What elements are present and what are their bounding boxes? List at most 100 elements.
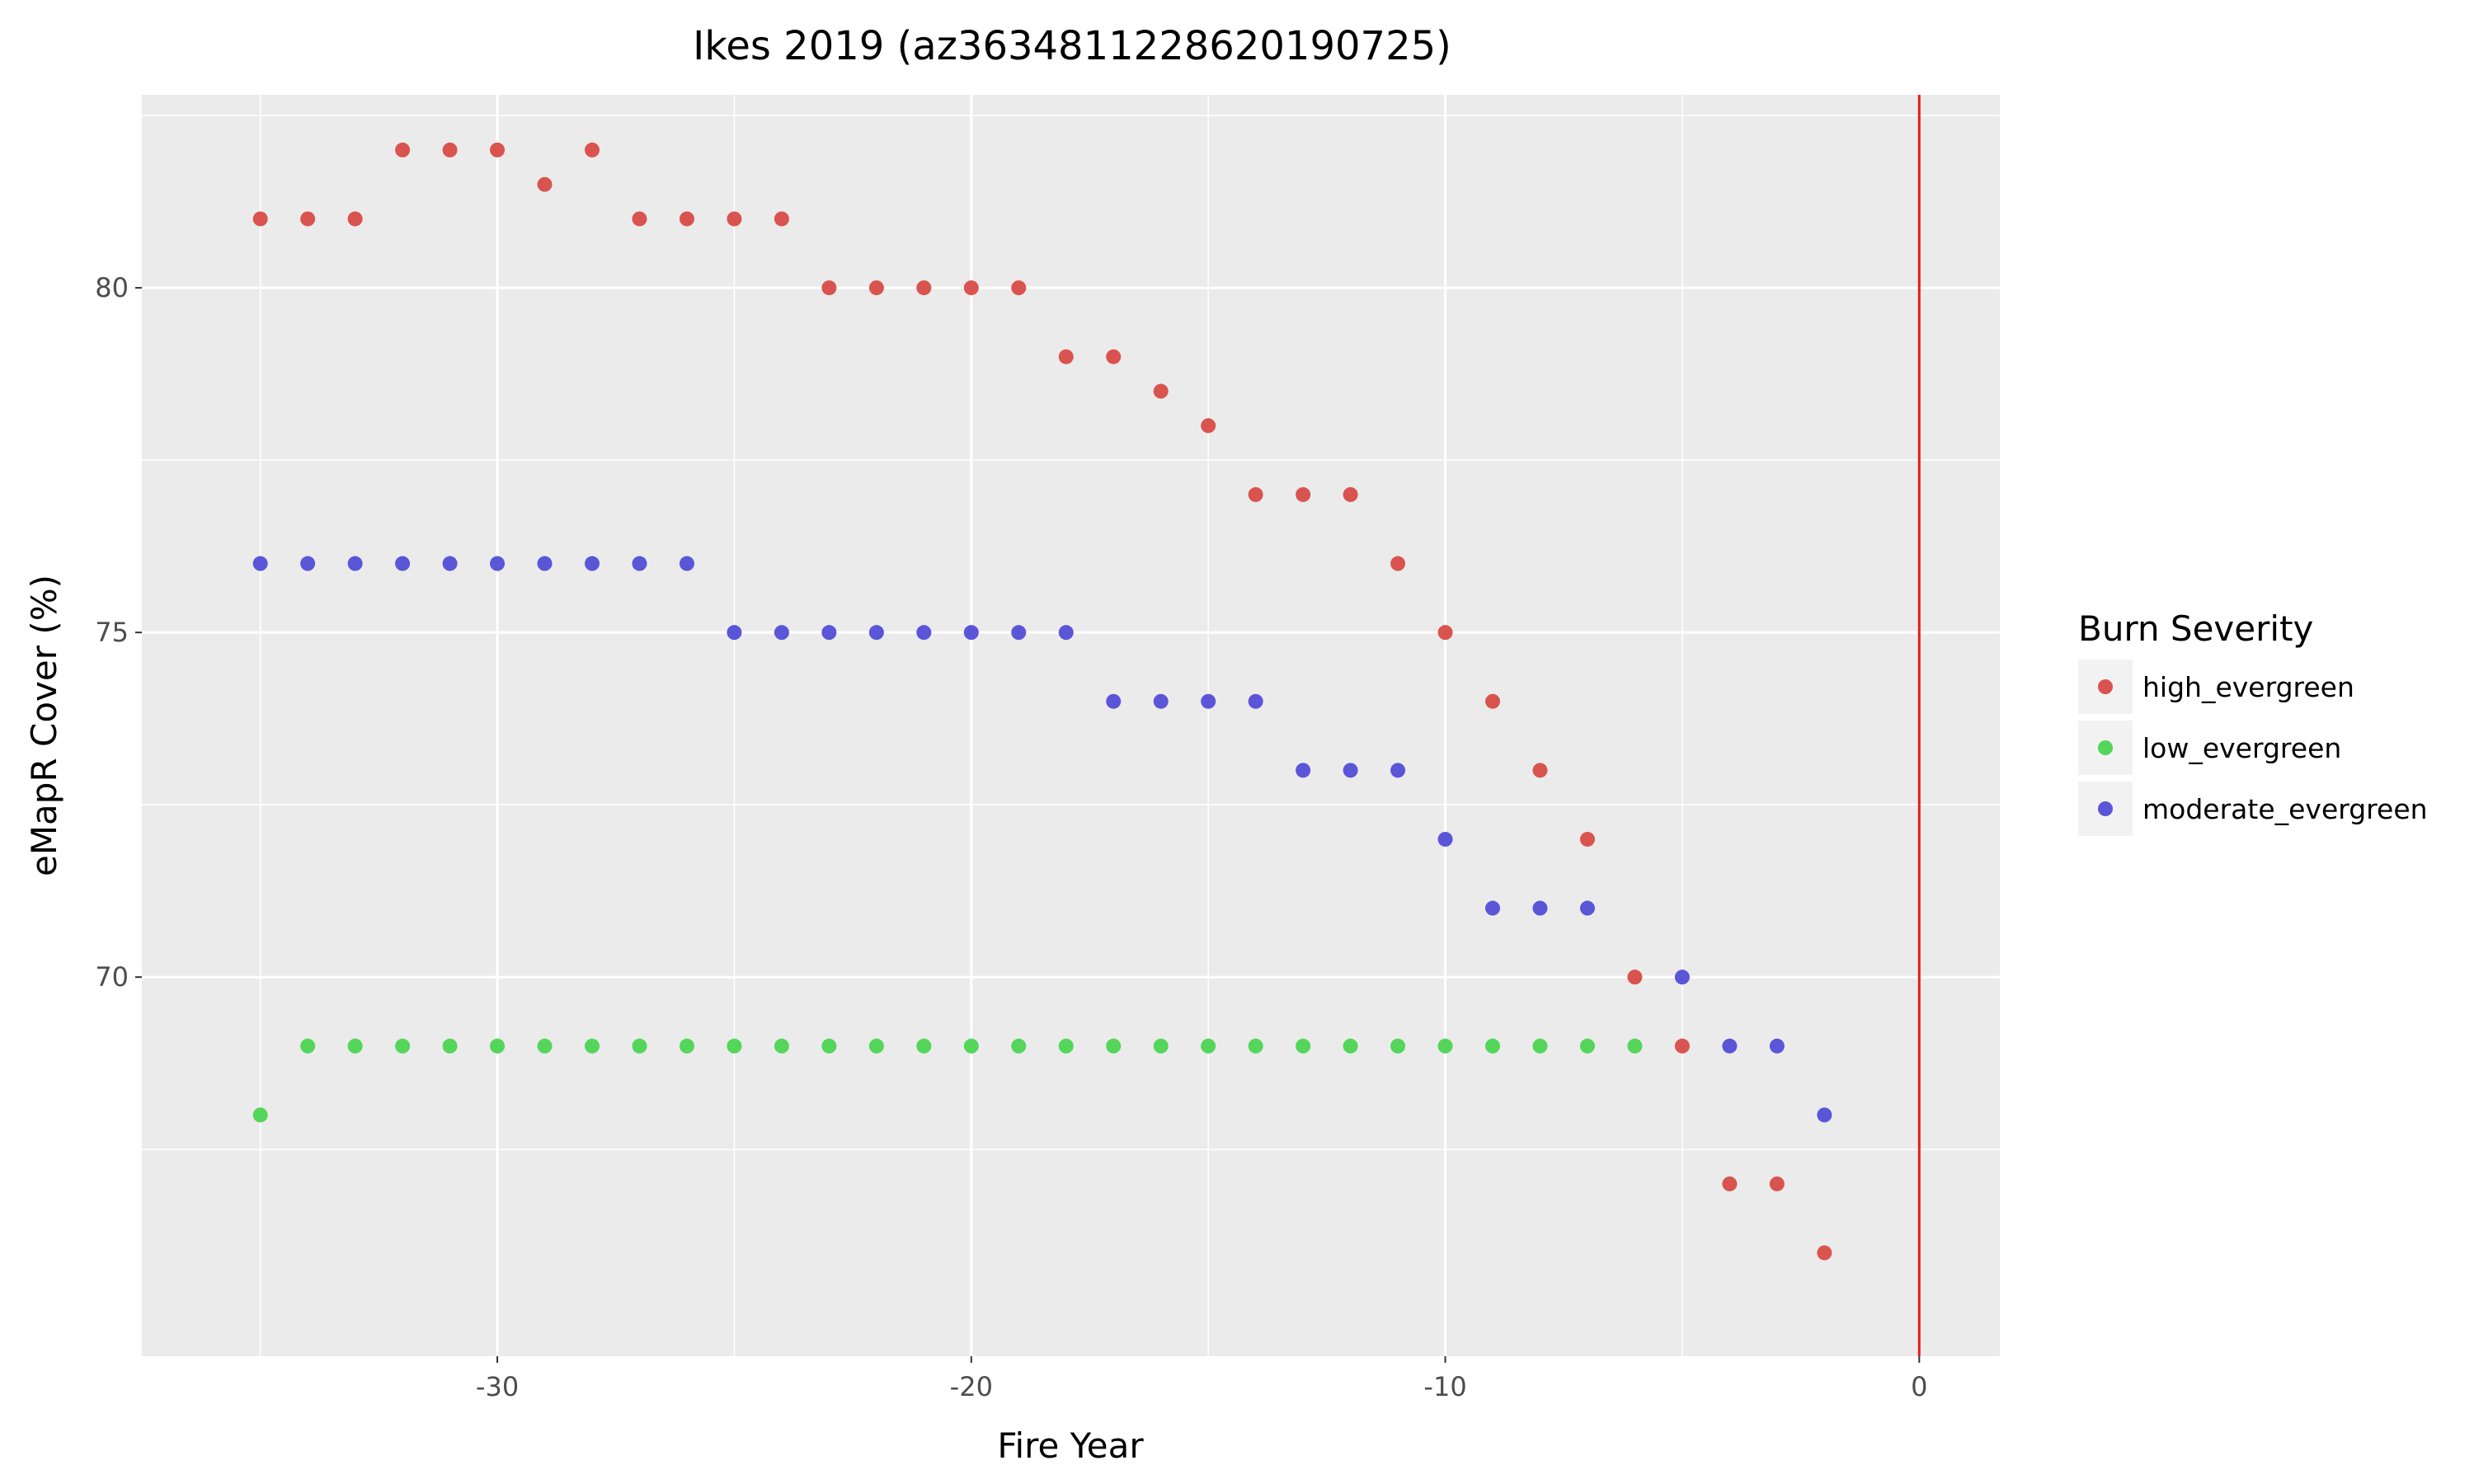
point-low_evergreen (442, 1038, 458, 1054)
legend-label-high_evergreen: high_evergreen (2142, 671, 2354, 703)
x-axis: -30 -20 -10 0 (476, 1356, 1927, 1402)
point-low_evergreen (679, 1038, 694, 1054)
point-moderate_evergreen (1722, 1038, 1738, 1054)
point-moderate_evergreen (1058, 625, 1074, 641)
point-moderate_evergreen (963, 625, 979, 641)
plot-panel (142, 95, 2000, 1356)
point-low_evergreen (1579, 1038, 1595, 1054)
point-moderate_evergreen (1437, 831, 1453, 847)
point-low_evergreen (300, 1038, 316, 1054)
point-moderate_evergreen (679, 556, 694, 571)
point-moderate_evergreen (1011, 625, 1027, 641)
point-high_evergreen (1485, 693, 1501, 709)
y-axis-title: eMapR Cover (%) (24, 575, 64, 876)
point-high_evergreen (585, 142, 600, 157)
point-low_evergreen (868, 1038, 884, 1054)
point-low_evergreen (252, 1107, 268, 1123)
point-high_evergreen (1201, 418, 1216, 434)
point-high_evergreen (632, 211, 647, 227)
point-low_evergreen (585, 1038, 600, 1054)
point-moderate_evergreen (1817, 1107, 1832, 1123)
point-moderate_evergreen (347, 556, 363, 571)
point-high_evergreen (1769, 1176, 1785, 1191)
point-high_evergreen (679, 211, 694, 227)
x-tick-label: -10 (1423, 1371, 1466, 1402)
point-moderate_evergreen (537, 556, 553, 571)
point-moderate_evergreen (300, 556, 316, 571)
point-moderate_evergreen (632, 556, 647, 571)
point-high_evergreen (442, 142, 458, 157)
legend: Burn Severity high_evergreen low_evergree… (2078, 608, 2428, 836)
point-moderate_evergreen (395, 556, 411, 571)
x-axis-title: Fire Year (997, 1425, 1144, 1466)
point-moderate_evergreen (1343, 763, 1358, 778)
point-high_evergreen (1248, 486, 1263, 502)
point-high_evergreen (821, 280, 837, 296)
x-tick-label: -20 (950, 1371, 993, 1402)
x-tick-label: -30 (476, 1371, 519, 1402)
point-low_evergreen (1011, 1038, 1027, 1054)
y-axis: 70 75 80 (95, 272, 142, 993)
point-moderate_evergreen (585, 556, 600, 571)
point-moderate_evergreen (916, 625, 932, 641)
legend-items: high_evergreen low_evergreen moderate_ever… (2078, 660, 2428, 836)
point-high_evergreen (537, 176, 553, 192)
point-low_evergreen (1058, 1038, 1074, 1054)
point-low_evergreen (1248, 1038, 1263, 1054)
point-moderate_evergreen (490, 556, 506, 571)
point-low_evergreen (1485, 1038, 1501, 1054)
point-moderate_evergreen (1674, 970, 1690, 985)
legend-swatch-moderate_evergreen (2098, 801, 2113, 816)
point-low_evergreen (395, 1038, 411, 1054)
point-moderate_evergreen (1485, 900, 1501, 916)
point-moderate_evergreen (774, 625, 789, 641)
point-high_evergreen (1153, 383, 1169, 399)
point-low_evergreen (774, 1038, 789, 1054)
point-high_evergreen (1627, 970, 1643, 985)
point-moderate_evergreen (1248, 693, 1263, 709)
point-low_evergreen (1296, 1038, 1311, 1054)
point-high_evergreen (1817, 1245, 1832, 1261)
point-high_evergreen (1296, 486, 1311, 502)
grid-minor (142, 95, 2000, 1356)
point-low_evergreen (1201, 1038, 1216, 1054)
point-moderate_evergreen (1296, 763, 1311, 778)
point-low_evergreen (1627, 1038, 1643, 1054)
point-high_evergreen (916, 280, 932, 296)
point-moderate_evergreen (868, 625, 884, 641)
point-moderate_evergreen (1532, 900, 1548, 916)
point-moderate_evergreen (821, 625, 837, 641)
point-high_evergreen (1579, 831, 1595, 847)
point-low_evergreen (1343, 1038, 1358, 1054)
point-moderate_evergreen (727, 625, 742, 641)
point-high_evergreen (963, 280, 979, 296)
point-low_evergreen (1106, 1038, 1122, 1054)
point-high_evergreen (1674, 1038, 1690, 1054)
point-low_evergreen (347, 1038, 363, 1054)
legend-title: Burn Severity (2078, 608, 2313, 649)
point-low_evergreen (727, 1038, 742, 1054)
legend-label-low_evergreen: low_evergreen (2142, 732, 2341, 764)
point-moderate_evergreen (1769, 1038, 1785, 1054)
point-high_evergreen (300, 211, 316, 227)
legend-swatch-low_evergreen (2098, 740, 2113, 755)
point-high_evergreen (252, 211, 268, 227)
point-low_evergreen (916, 1038, 932, 1054)
y-tick-label: 80 (95, 272, 129, 303)
point-moderate_evergreen (1579, 900, 1595, 916)
point-low_evergreen (490, 1038, 506, 1054)
point-low_evergreen (537, 1038, 553, 1054)
point-low_evergreen (963, 1038, 979, 1054)
data-points (252, 142, 1832, 1261)
point-high_evergreen (1011, 280, 1027, 296)
point-high_evergreen (727, 211, 742, 227)
x-tick-label: 0 (1911, 1371, 1927, 1402)
point-high_evergreen (347, 211, 363, 227)
point-high_evergreen (1532, 763, 1548, 778)
chart-title: Ikes 2019 (az3634811228620190725) (693, 23, 1451, 69)
point-high_evergreen (490, 142, 506, 157)
point-moderate_evergreen (442, 556, 458, 571)
point-high_evergreen (774, 211, 789, 227)
point-low_evergreen (821, 1038, 837, 1054)
point-moderate_evergreen (1390, 763, 1406, 778)
